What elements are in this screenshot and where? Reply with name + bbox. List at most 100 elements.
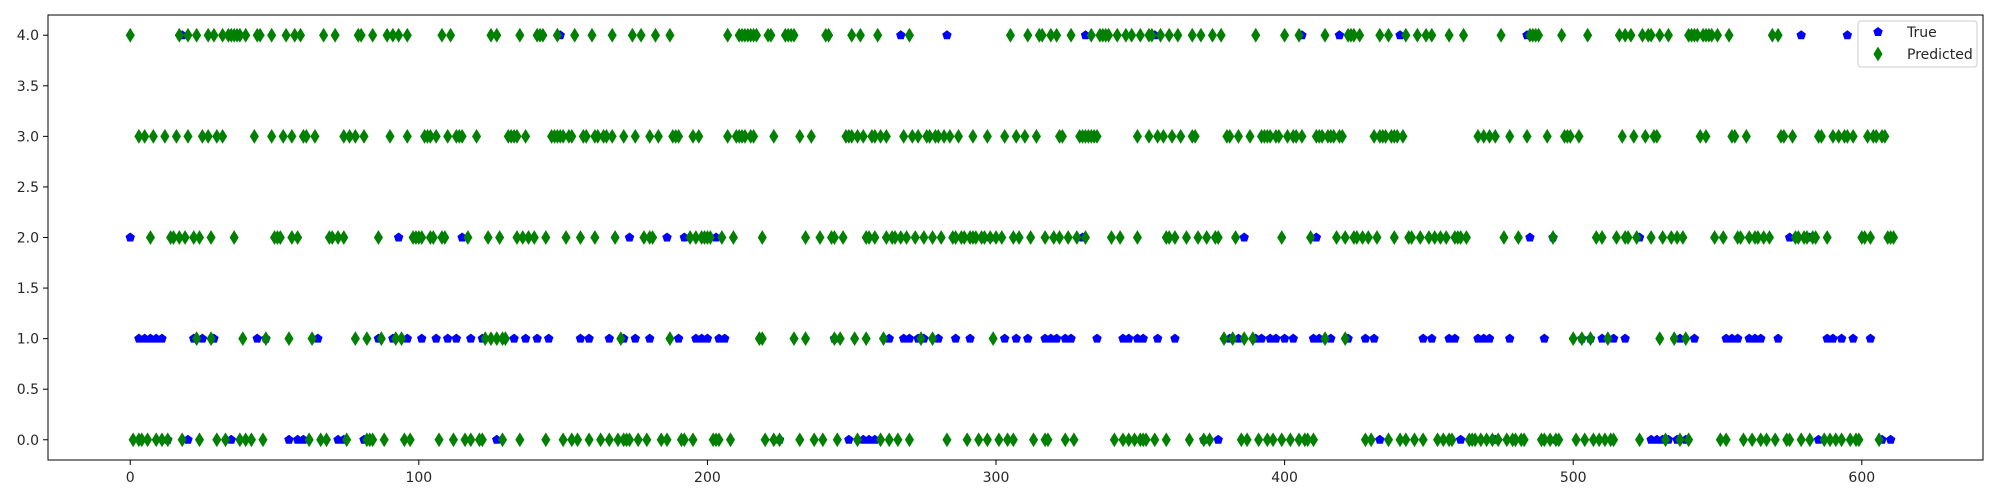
predicted-point xyxy=(541,230,551,245)
predicted-point xyxy=(1060,432,1070,448)
predicted-point xyxy=(573,432,583,448)
predicted-point xyxy=(212,432,222,448)
predicted-point xyxy=(1104,27,1114,43)
predicted-point xyxy=(1173,27,1183,43)
y-axis-ticks: 0.0 0.5 1.0 1.5 2.0 2.5 3.0 3.5 4.0 xyxy=(17,28,48,449)
predicted-point xyxy=(206,230,216,245)
predicted-point xyxy=(974,432,984,448)
predicted-point xyxy=(870,230,880,245)
x-axis-ticks: 0 100 200 300 400 500 600 xyxy=(126,460,1875,486)
predicted-point xyxy=(405,432,415,448)
predicted-point xyxy=(495,230,505,245)
true-point xyxy=(1138,333,1148,343)
predicted-point xyxy=(1155,27,1166,43)
predicted-point xyxy=(1499,230,1509,245)
predicted-point xyxy=(472,128,482,144)
predicted-point xyxy=(1294,27,1304,43)
predicted-point xyxy=(653,128,663,144)
predicted-point xyxy=(512,128,522,144)
predicted-point xyxy=(789,27,799,43)
predicted-point xyxy=(604,432,614,448)
predicted-point xyxy=(899,128,909,144)
predicted-point xyxy=(220,432,231,448)
predicted-point xyxy=(284,331,294,347)
predicted-point xyxy=(394,27,404,43)
predicted-point xyxy=(145,230,156,245)
predicted-point xyxy=(515,27,525,43)
predicted-point xyxy=(1092,128,1102,144)
predicted-point xyxy=(1505,128,1515,144)
true-point xyxy=(604,333,615,343)
predicted-point xyxy=(1031,128,1041,144)
predicted-point xyxy=(596,432,606,448)
predicted-point xyxy=(1684,432,1694,448)
x-tick-label: 400 xyxy=(1271,470,1298,486)
predicted-point xyxy=(1710,230,1720,245)
true-point xyxy=(1256,333,1267,343)
predicted-point xyxy=(795,432,805,448)
predicted-point xyxy=(953,128,964,144)
predicted-point xyxy=(1658,230,1668,245)
predicted-point xyxy=(616,331,626,347)
predicted-point xyxy=(1277,230,1287,245)
predicted-point xyxy=(521,128,531,144)
predicted-point xyxy=(376,331,386,347)
true-point xyxy=(624,232,635,242)
predicted-point xyxy=(529,230,539,245)
predicted-point xyxy=(538,27,548,43)
predicted-point xyxy=(1207,27,1218,43)
y-tick-label: 3.0 xyxy=(17,129,39,145)
predicted-point xyxy=(832,432,842,448)
predicted-point xyxy=(1652,128,1662,144)
true-point xyxy=(1011,333,1021,343)
predicted-point xyxy=(674,128,684,144)
predicted-point xyxy=(1646,230,1656,245)
predicted-point xyxy=(1144,128,1154,144)
predicted-point xyxy=(362,331,372,347)
predicted-point xyxy=(945,128,955,144)
predicted-point xyxy=(1655,27,1665,43)
predicted-point xyxy=(1181,230,1192,245)
predicted-point xyxy=(1626,27,1636,43)
predicted-point xyxy=(835,331,845,347)
predicted-point xyxy=(1568,331,1578,347)
true-point xyxy=(393,232,404,242)
true-point xyxy=(950,333,961,343)
predicted-point xyxy=(1054,230,1065,245)
predicted-point xyxy=(1669,331,1679,347)
legend-true-label: True xyxy=(1906,25,1937,41)
predicted-point xyxy=(1285,432,1295,448)
predicted-point xyxy=(1738,432,1749,448)
predicted-point xyxy=(203,128,213,144)
predicted-point xyxy=(1147,27,1157,43)
predicted-point xyxy=(1170,230,1180,245)
predicted-point xyxy=(633,432,643,448)
predicted-point xyxy=(679,432,689,448)
true-point xyxy=(1427,333,1437,343)
y-tick-label: 2.0 xyxy=(17,231,39,247)
predicted-point xyxy=(1805,432,1815,448)
predicted-point xyxy=(630,128,640,144)
predicted-point xyxy=(275,230,285,245)
predicted-point xyxy=(982,128,992,144)
predicted-point xyxy=(1571,432,1581,448)
predicted-point xyxy=(1557,27,1567,43)
predicted-point xyxy=(650,27,661,43)
predicted-point xyxy=(177,432,187,448)
predicted-point xyxy=(1574,128,1584,144)
true-point xyxy=(673,333,684,343)
predicted-point xyxy=(330,27,340,43)
predicted-point xyxy=(775,432,785,448)
true-point xyxy=(252,333,262,343)
predicted-point xyxy=(567,128,577,144)
predicted-point xyxy=(249,128,259,144)
true-point xyxy=(1842,30,1853,40)
predicted-point xyxy=(1609,432,1619,448)
predicted-point xyxy=(1375,27,1385,43)
predicted-point xyxy=(457,128,467,144)
predicted-point xyxy=(497,432,508,448)
true-point xyxy=(1360,333,1371,343)
predicted-point xyxy=(1854,432,1864,448)
predicted-point xyxy=(581,128,591,144)
predicted-point xyxy=(723,27,733,43)
